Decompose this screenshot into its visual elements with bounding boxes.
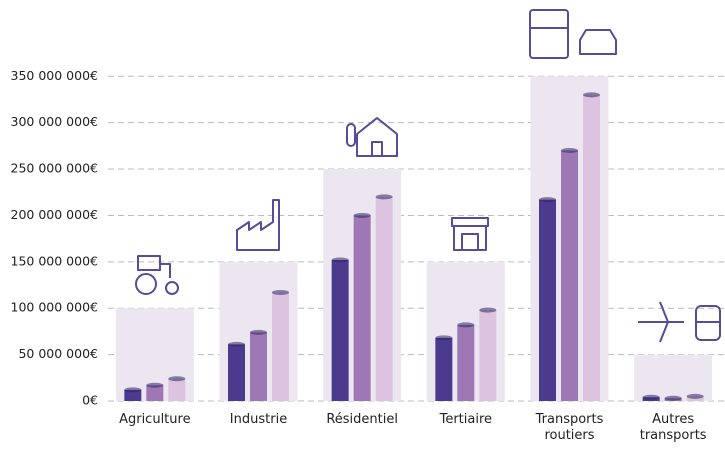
bar [124,389,142,401]
factory-icon [236,199,280,251]
shop-icon [451,217,489,251]
bar-cap [353,212,371,218]
bar-cap [331,257,349,263]
x-tick-label: Transports routiers [535,412,604,443]
bar [228,344,245,401]
bar-cap [479,307,497,313]
y-tick-label: 150 000 000€ [11,253,99,268]
bar [331,259,349,401]
bar-cap [435,335,453,341]
y-tick-label: 100 000 000€ [11,300,99,315]
bar [561,150,578,401]
bar [375,196,393,401]
bar-cap [539,197,556,203]
house-icon [346,117,398,157]
bar [146,385,164,401]
truck-car-icon [529,9,617,59]
bar-cap [664,395,682,401]
backdrop [634,354,713,401]
x-tick-label: Résidentiel [326,412,398,427]
x-tick-label: Industrie [229,412,288,427]
bar [168,378,186,401]
bar [353,215,371,401]
y-tick-label: 300 000 000€ [11,114,99,129]
bar-cap [168,376,186,382]
y-tick-label: 50 000 000€ [18,346,98,361]
x-tick-label: Autres transports [639,412,707,443]
tractor-icon [135,255,179,295]
bar-cap [124,387,142,393]
y-tick-label: 0€ [82,393,98,408]
bar-cap [457,322,475,328]
bar [272,292,289,401]
bar-cap [642,394,660,400]
bar-cap [250,329,267,335]
x-tick-label: Tertiaire [439,412,493,427]
bar [457,324,475,401]
y-tick-label: 200 000 000€ [11,207,99,222]
bar [435,337,453,401]
bar-cap [561,148,578,153]
plane-train-icon [638,301,721,343]
icons [135,9,721,343]
bar-cap [146,382,164,388]
bar-cap [272,289,289,295]
bar [250,332,267,401]
bar-cap [375,194,393,200]
y-tick-label: 250 000 000€ [11,161,99,176]
bar-cap [583,92,600,98]
x-tick-label: Agriculture [119,412,191,427]
bar-cap [228,341,245,347]
bar-cap [686,393,704,399]
bar [479,310,497,401]
y-tick-label: 350 000 000€ [11,68,99,83]
bar [539,199,556,401]
bar [583,94,600,401]
